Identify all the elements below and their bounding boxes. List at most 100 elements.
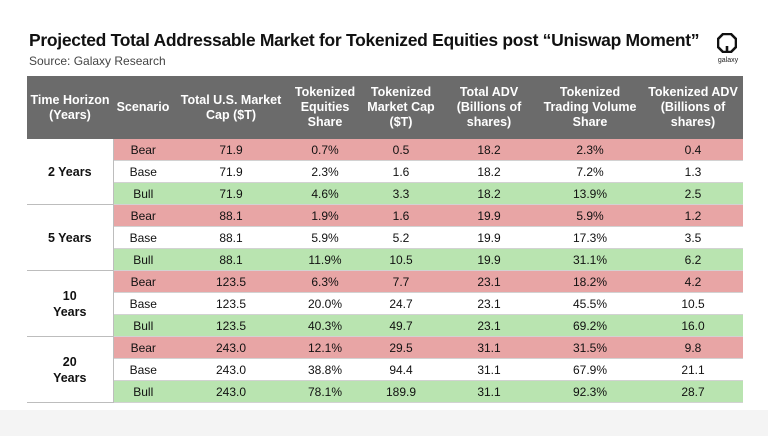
scenario-cell: Bear: [113, 336, 173, 359]
table-row: Bull 123.5 40.3% 49.7 23.1 69.2% 16.0: [27, 314, 743, 337]
value-cell: 88.1: [173, 248, 289, 271]
value-cell: 6.2: [643, 248, 743, 271]
value-cell: 71.9: [173, 182, 289, 205]
scenario-cell: Base: [113, 226, 173, 249]
table-row: Base 88.1 5.9% 5.2 19.9 17.3% 3.5: [27, 226, 743, 249]
value-cell: 71.9: [173, 139, 289, 161]
table-row: 20 Years Bear 243.0 12.1% 29.5 31.1 31.5% 9.8: [27, 336, 743, 403]
value-cell: 88.1: [173, 226, 289, 249]
galaxy-logo-text: galaxy: [717, 57, 739, 64]
value-cell: 21.1: [643, 358, 743, 381]
value-cell: 18.2: [441, 139, 537, 161]
value-cell: 31.1: [441, 336, 537, 359]
column-header: Scenario: [113, 76, 173, 139]
column-header: Total ADV (Billions of shares): [441, 76, 537, 139]
value-cell: 13.9%: [537, 182, 643, 205]
value-cell: 123.5: [173, 270, 289, 293]
value-cell: 18.2: [441, 182, 537, 205]
time-horizon-cell: 20 Years: [27, 336, 114, 403]
value-cell: 3.3: [361, 182, 441, 205]
value-cell: 31.1%: [537, 248, 643, 271]
value-cell: 5.2: [361, 226, 441, 249]
scenario-cell: Bear: [113, 139, 173, 161]
value-cell: 40.3%: [289, 314, 361, 337]
column-header: Tokenized Equities Share: [289, 76, 361, 139]
column-header: Tokenized Trading Volume Share: [537, 76, 643, 139]
value-cell: 94.4: [361, 358, 441, 381]
time-horizon-cell: 10 Years: [27, 270, 114, 337]
value-cell: 5.9%: [537, 204, 643, 227]
table-row: Base 243.0 38.8% 94.4 31.1 67.9% 21.1: [27, 358, 743, 381]
value-cell: 12.1%: [289, 336, 361, 359]
source-note: Source: Galaxy Research: [29, 54, 166, 68]
value-cell: 1.6: [361, 204, 441, 227]
time-horizon-cell: 5 Years: [27, 204, 114, 271]
value-cell: 19.9: [441, 226, 537, 249]
value-cell: 23.1: [441, 292, 537, 315]
value-cell: 2.3%: [289, 160, 361, 183]
value-cell: 0.7%: [289, 139, 361, 161]
value-cell: 49.7: [361, 314, 441, 337]
scenario-cell: Bear: [113, 270, 173, 293]
value-cell: 1.3: [643, 160, 743, 183]
scenario-cell: Bull: [113, 380, 173, 403]
value-cell: 1.6: [361, 160, 441, 183]
table-row: Bull 243.0 78.1% 189.9 31.1 92.3% 28.7: [27, 380, 743, 403]
value-cell: 18.2%: [537, 270, 643, 293]
scenario-cell: Bull: [113, 182, 173, 205]
value-cell: 24.7: [361, 292, 441, 315]
value-cell: 88.1: [173, 204, 289, 227]
value-cell: 31.1: [441, 380, 537, 403]
scenario-cell: Base: [113, 292, 173, 315]
value-cell: 10.5: [361, 248, 441, 271]
value-cell: 3.5: [643, 226, 743, 249]
time-horizon-label: 10 Years: [53, 288, 87, 319]
value-cell: 11.9%: [289, 248, 361, 271]
value-cell: 78.1%: [289, 380, 361, 403]
value-cell: 69.2%: [537, 314, 643, 337]
tam-table: Time Horizon (Years) Scenario Total U.S. M…: [27, 76, 743, 403]
value-cell: 5.9%: [289, 226, 361, 249]
table-row: 5 Years Bear 88.1 1.9% 1.6 19.9 5.9% 1.2: [27, 204, 743, 271]
value-cell: 243.0: [173, 380, 289, 403]
table-row: Bull 88.1 11.9% 10.5 19.9 31.1% 6.2: [27, 248, 743, 271]
value-cell: 10.5: [643, 292, 743, 315]
footer-band: [0, 410, 768, 436]
table-body: 2 Years Bear 71.9 0.7% 0.5 18.2 2.3% 0.4 Base 71.…: [27, 139, 743, 403]
scenario-cell: Bear: [113, 204, 173, 227]
value-cell: 4.6%: [289, 182, 361, 205]
value-cell: 16.0: [643, 314, 743, 337]
value-cell: 2.3%: [537, 139, 643, 161]
time-horizon-label: 5 Years: [47, 230, 92, 245]
time-horizon-label: 2 Years: [47, 164, 92, 179]
table-row: Base 123.5 20.0% 24.7 23.1 45.5% 10.5: [27, 292, 743, 315]
scenario-cell: Bull: [113, 248, 173, 271]
table-header-row: Time Horizon (Years) Scenario Total U.S. M…: [27, 76, 743, 139]
value-cell: 67.9%: [537, 358, 643, 381]
value-cell: 189.9: [361, 380, 441, 403]
value-cell: 31.1: [441, 358, 537, 381]
value-cell: 6.3%: [289, 270, 361, 293]
value-cell: 243.0: [173, 358, 289, 381]
value-cell: 19.9: [441, 204, 537, 227]
table-row: 10 Years Bear 123.5 6.3% 7.7 23.1 18.2% 4.2: [27, 270, 743, 337]
value-cell: 45.5%: [537, 292, 643, 315]
column-header: Total U.S. Market Cap ($T): [173, 76, 289, 139]
value-cell: 92.3%: [537, 380, 643, 403]
value-cell: 23.1: [441, 270, 537, 293]
column-header: Time Horizon (Years): [27, 76, 113, 139]
value-cell: 0.5: [361, 139, 441, 161]
value-cell: 28.7: [643, 380, 743, 403]
value-cell: 7.2%: [537, 160, 643, 183]
value-cell: 20.0%: [289, 292, 361, 315]
value-cell: 4.2: [643, 270, 743, 293]
value-cell: 243.0: [173, 336, 289, 359]
value-cell: 9.8: [643, 336, 743, 359]
galaxy-logo: galaxy: [711, 33, 745, 67]
value-cell: 23.1: [441, 314, 537, 337]
value-cell: 2.5: [643, 182, 743, 205]
table-row: 2 Years Bear 71.9 0.7% 0.5 18.2 2.3% 0.4: [27, 139, 743, 205]
value-cell: 29.5: [361, 336, 441, 359]
galaxy-logo-icon: [717, 33, 737, 53]
value-cell: 31.5%: [537, 336, 643, 359]
